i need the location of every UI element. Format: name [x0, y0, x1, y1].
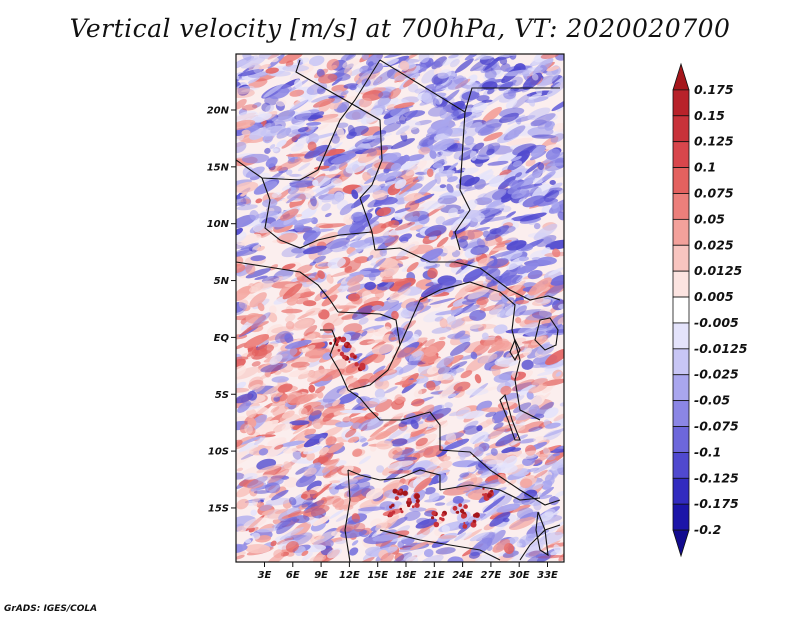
colorbar-bin — [672, 426, 690, 453]
border-line — [236, 261, 339, 313]
colorbar-label: 0.05 — [694, 211, 725, 226]
colorbar-label: -0.005 — [694, 315, 739, 330]
longitude-axis: 3E 6E 9E 12E 15E 18E 21E 24E 27E 30E 33E — [258, 562, 558, 581]
colorbar-label: -0.175 — [694, 496, 739, 511]
lon-tick-label: 15E — [367, 570, 388, 581]
colorbar: 0.175 0.15 0.125 0.1 0.075 0.05 0.025 0.0125 0.0… — [672, 62, 748, 558]
colorbar-bin — [672, 503, 690, 531]
colorbar-label: 0.175 — [694, 82, 734, 97]
border-line — [320, 329, 561, 506]
lat-tick-label: 5S — [215, 390, 229, 401]
lon-tick-label: 6E — [286, 570, 300, 581]
colorbar-bin — [672, 348, 690, 376]
lon-tick-label: 33E — [537, 570, 558, 581]
border-line — [399, 281, 541, 421]
map-frame — [235, 53, 565, 563]
border-line — [347, 469, 441, 490]
latitude-axis: 20N 15N 10N 5N EQ 5S 10S 15S — [207, 106, 236, 514]
colorbar-label: 0.075 — [694, 185, 734, 200]
border-line — [295, 59, 383, 251]
velocity-field — [236, 54, 564, 562]
colorbar-bin — [672, 218, 690, 246]
lat-tick-label: 10N — [207, 219, 230, 230]
colorbar-label: 0.005 — [694, 289, 734, 304]
colorbar-bin — [672, 89, 690, 117]
lat-tick-label: EQ — [214, 333, 230, 344]
colorbar-bin — [672, 115, 690, 143]
country-borders — [236, 59, 561, 562]
lon-tick-label: 9E — [314, 570, 328, 581]
border-line — [439, 484, 541, 501]
lon-tick-label: 3E — [258, 570, 272, 581]
colorbar-label: -0.05 — [694, 393, 730, 408]
colorbar-bin — [672, 62, 690, 91]
lon-tick-label: 27E — [481, 570, 502, 581]
colorbar-label: 0.15 — [694, 108, 725, 123]
grads-credit: GrADS: IGES/COLA — [4, 604, 98, 614]
colorbar-bin — [672, 244, 690, 272]
border-line — [464, 87, 560, 113]
colorbar-label: 0.025 — [694, 237, 734, 252]
colorbar-bin — [672, 374, 690, 402]
colorbar-bin — [672, 477, 690, 505]
colorbar-label: -0.025 — [694, 367, 739, 382]
colorbar-bin — [672, 400, 690, 427]
border-line — [374, 247, 561, 301]
colorbar-bin — [672, 193, 690, 220]
colorbar-label: 0.125 — [694, 134, 734, 149]
colorbar-label: 0.0125 — [694, 263, 743, 278]
colorbar-bin — [672, 141, 690, 168]
border-line — [344, 469, 351, 562]
lat-tick-label: 10S — [208, 447, 229, 458]
lon-tick-label: 30E — [509, 570, 530, 581]
colorbar-label: -0.125 — [694, 470, 739, 485]
lat-tick-label: 15S — [208, 503, 229, 514]
colorbar-label: -0.0125 — [694, 341, 748, 356]
colorbar-label: -0.1 — [694, 444, 721, 459]
colorbar-bin — [672, 452, 690, 479]
border-line — [379, 59, 471, 251]
colorbar-bin — [672, 296, 690, 324]
colorbar-bin — [672, 322, 690, 350]
colorbar-bin — [672, 270, 690, 298]
colorbar-bin — [672, 529, 690, 558]
colorbar-label: 0.1 — [694, 160, 716, 175]
lon-tick-label: 12E — [339, 570, 360, 581]
lake-outline — [499, 393, 521, 441]
lat-tick-label: 5N — [214, 276, 230, 287]
colorbar-label: -0.075 — [694, 419, 739, 434]
lat-tick-label: 20N — [207, 106, 230, 117]
colorbar-bin — [672, 167, 690, 194]
lon-tick-label: 24E — [452, 570, 473, 581]
lake-outline — [535, 511, 549, 557]
lat-tick-label: 15N — [207, 162, 230, 173]
map-title: Vertical velocity [m/s] at 700hPa, VT: 2… — [69, 14, 731, 43]
border-line — [379, 529, 501, 561]
colorbar-label: -0.2 — [694, 522, 721, 537]
lon-tick-label: 21E — [424, 570, 445, 581]
border-line — [261, 177, 373, 249]
lon-tick-label: 18E — [396, 570, 417, 581]
lake-outline — [534, 317, 559, 351]
lake-outline — [509, 338, 521, 362]
